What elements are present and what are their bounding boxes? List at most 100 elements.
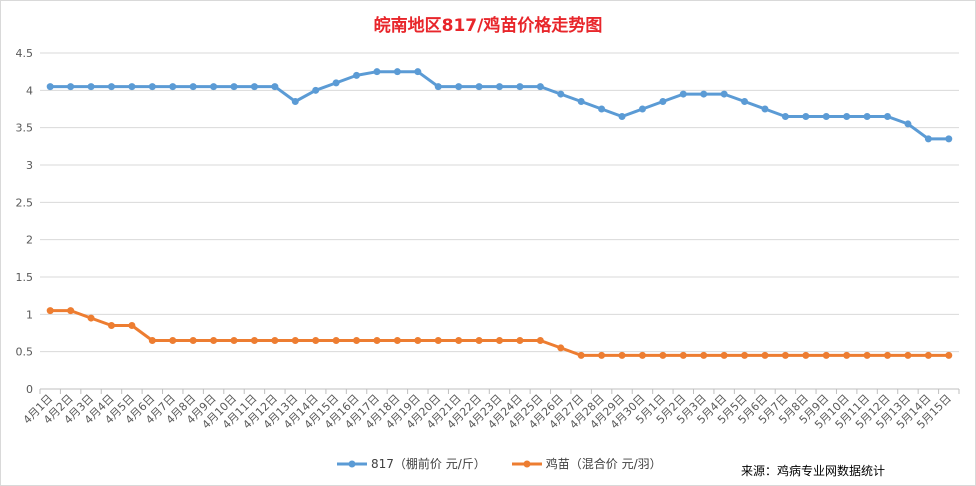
data-point <box>843 112 851 120</box>
y-tick-label: 1 <box>26 308 33 321</box>
data-point <box>87 83 95 91</box>
data-point <box>148 83 156 91</box>
y-tick-label: 4 <box>26 84 33 97</box>
data-point <box>107 83 115 91</box>
legend-swatch-chick <box>511 460 542 467</box>
data-point <box>781 351 789 359</box>
data-point <box>291 98 299 106</box>
data-point <box>741 351 749 359</box>
data-point <box>659 98 667 106</box>
data-point <box>46 307 54 315</box>
data-point <box>189 336 197 344</box>
data-point <box>434 83 442 91</box>
data-point <box>312 336 320 344</box>
data-point <box>618 112 626 120</box>
legend-item-817: 817（棚前价 元/斤） <box>337 455 486 472</box>
data-point <box>761 351 769 359</box>
data-point <box>210 336 218 344</box>
data-point <box>577 98 585 106</box>
data-point <box>679 90 687 98</box>
data-point <box>414 68 422 76</box>
data-point <box>271 83 279 91</box>
legend-label-817: 817（棚前价 元/斤） <box>371 457 486 471</box>
data-point <box>67 83 75 91</box>
data-point <box>679 351 687 359</box>
y-tick-label: 0.5 <box>16 346 34 359</box>
data-point <box>496 336 503 344</box>
data-point <box>496 83 503 91</box>
data-point <box>843 351 851 359</box>
data-point <box>373 68 381 76</box>
legend-item-chick: 鸡苗（混合价 元/羽） <box>511 455 662 472</box>
y-tick-label: 3.5 <box>16 122 34 135</box>
data-point <box>148 336 156 344</box>
y-tick-label: 1.5 <box>16 271 34 284</box>
data-point <box>741 98 749 106</box>
data-point <box>87 314 95 322</box>
data-point <box>884 112 892 120</box>
legend-label-chick: 鸡苗（混合价 元/羽） <box>545 457 662 471</box>
source-note: 来源：鸡病专业网数据统计 <box>741 464 886 478</box>
data-point <box>598 105 606 113</box>
data-point <box>781 112 789 120</box>
data-point <box>475 83 483 91</box>
data-point <box>128 83 136 91</box>
data-point <box>557 344 565 352</box>
data-point <box>557 90 565 98</box>
data-point <box>353 336 361 344</box>
data-point <box>598 351 606 359</box>
data-point <box>414 336 422 344</box>
data-point <box>720 351 728 359</box>
data-point <box>393 336 401 344</box>
data-point <box>659 351 667 359</box>
data-point <box>945 351 953 359</box>
y-tick-label: 0 <box>26 383 33 396</box>
data-point <box>250 83 258 91</box>
data-point <box>169 336 177 344</box>
data-point <box>291 336 299 344</box>
data-point <box>802 112 810 120</box>
data-point <box>761 105 769 113</box>
data-point <box>720 90 728 98</box>
data-point <box>638 351 646 359</box>
data-point <box>230 336 238 344</box>
data-point <box>516 83 524 91</box>
data-point <box>455 336 463 344</box>
y-tick-label: 2 <box>26 234 33 247</box>
data-point <box>700 90 708 98</box>
data-point <box>169 83 177 91</box>
data-point <box>250 336 258 344</box>
data-point <box>67 307 75 315</box>
data-point <box>536 83 544 91</box>
data-point <box>536 336 544 344</box>
data-point <box>455 83 463 91</box>
data-point <box>107 322 115 330</box>
y-tick-label: 3 <box>26 159 33 172</box>
data-point <box>189 83 197 91</box>
data-point <box>863 351 871 359</box>
data-point <box>373 336 381 344</box>
series-line <box>48 309 951 357</box>
data-point <box>332 79 340 87</box>
series-line <box>48 70 951 141</box>
data-point <box>353 71 361 79</box>
data-point <box>924 135 932 143</box>
data-point <box>884 351 892 359</box>
data-point <box>210 83 218 91</box>
data-point <box>271 336 279 344</box>
data-point <box>332 336 340 344</box>
data-point <box>475 336 483 344</box>
data-point <box>393 68 401 76</box>
data-point <box>434 336 442 344</box>
data-point <box>924 351 932 359</box>
data-point <box>638 105 646 113</box>
data-point <box>230 83 238 91</box>
data-point <box>577 351 585 359</box>
legend-swatch-817 <box>337 460 367 467</box>
y-tick-label: 2.5 <box>16 196 34 209</box>
data-point <box>945 135 953 143</box>
chart-legend: 817（棚前价 元/斤） 鸡苗（混合价 元/羽） <box>337 455 688 472</box>
data-point <box>128 322 136 330</box>
y-tick-label: 4.5 <box>16 47 34 60</box>
